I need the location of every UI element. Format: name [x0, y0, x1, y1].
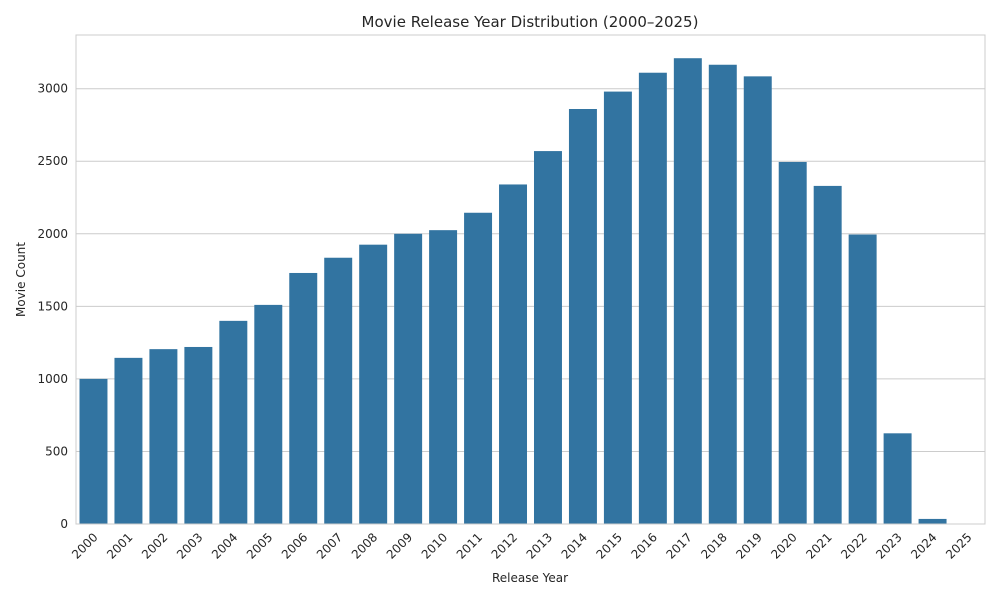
bar-2007 [324, 257, 353, 524]
x-tick-label: 2009 [384, 530, 415, 561]
bar-2020 [778, 161, 807, 524]
y-tick-label: 2500 [37, 154, 68, 168]
bar-2024 [918, 518, 947, 524]
x-tick-label: 2022 [838, 530, 869, 561]
bar-2003 [184, 346, 213, 524]
x-axis-label: Release Year [492, 571, 568, 585]
x-tick-label: 2006 [279, 530, 310, 561]
x-tick-labels: 2000 2001 2002 2003 2004 2005 2006 2007 2008 2009… [69, 530, 975, 561]
y-tick-label: 500 [45, 444, 68, 458]
y-tick-label: 0 [60, 517, 68, 531]
bar-2013 [533, 151, 562, 525]
x-tick-label: 2008 [349, 530, 380, 561]
x-tick-label: 2024 [908, 530, 939, 561]
bar-2018 [708, 64, 737, 525]
x-tick-label: 2002 [139, 530, 170, 561]
bar-2017 [673, 58, 702, 525]
bar-2000 [79, 378, 108, 524]
x-tick-label: 2010 [419, 530, 450, 561]
bar-2001 [114, 357, 143, 524]
bar-2015 [603, 91, 632, 524]
bar-2019 [743, 76, 772, 524]
x-tick-label: 2005 [244, 530, 275, 561]
x-tick-label: 2004 [209, 530, 240, 561]
x-tick-label: 2011 [454, 530, 485, 561]
x-tick-label: 2001 [104, 530, 135, 561]
bar-2012 [499, 184, 528, 524]
x-tick-label: 2023 [873, 530, 904, 561]
bar-2014 [568, 109, 597, 525]
bar-2002 [149, 349, 178, 524]
x-tick-label: 2012 [489, 530, 520, 561]
bar-2010 [429, 230, 458, 525]
y-tick-labels: 0 500 1000 1500 2000 2500 3000 [37, 82, 68, 531]
x-tick-label: 2013 [524, 530, 555, 561]
x-tick-label: 2007 [314, 530, 345, 561]
chart-title: Movie Release Year Distribution (2000–20… [362, 13, 699, 31]
y-tick-label: 2000 [37, 227, 68, 241]
x-tick-label: 2015 [594, 530, 625, 561]
y-tick-label: 3000 [37, 82, 68, 96]
bar-2004 [219, 320, 248, 524]
bar-2021 [813, 185, 842, 524]
y-axis-label: Movie Count [14, 242, 28, 317]
bar-2022 [848, 234, 877, 524]
bar-2008 [359, 244, 388, 524]
x-tick-label: 2025 [943, 530, 974, 561]
bar-2016 [638, 72, 667, 525]
bar-2011 [464, 212, 493, 524]
x-tick-label: 2014 [559, 530, 590, 561]
plot-frame [75, 34, 986, 525]
y-tick-label: 1500 [37, 299, 68, 313]
x-tick-label: 2003 [174, 530, 205, 561]
bar-2009 [394, 233, 423, 524]
bars-layer [79, 58, 982, 525]
bar-2023 [883, 433, 912, 524]
bar-2006 [289, 272, 318, 524]
x-tick-label: 2021 [803, 530, 834, 561]
x-tick-label: 2018 [698, 530, 729, 561]
x-tick-label: 2019 [733, 530, 764, 561]
x-tick-label: 2000 [69, 530, 100, 561]
x-tick-label: 2016 [628, 530, 659, 561]
y-tick-label: 1000 [37, 372, 68, 386]
x-tick-label: 2020 [768, 530, 799, 561]
bar-2005 [254, 304, 283, 524]
x-tick-label: 2017 [663, 530, 694, 561]
